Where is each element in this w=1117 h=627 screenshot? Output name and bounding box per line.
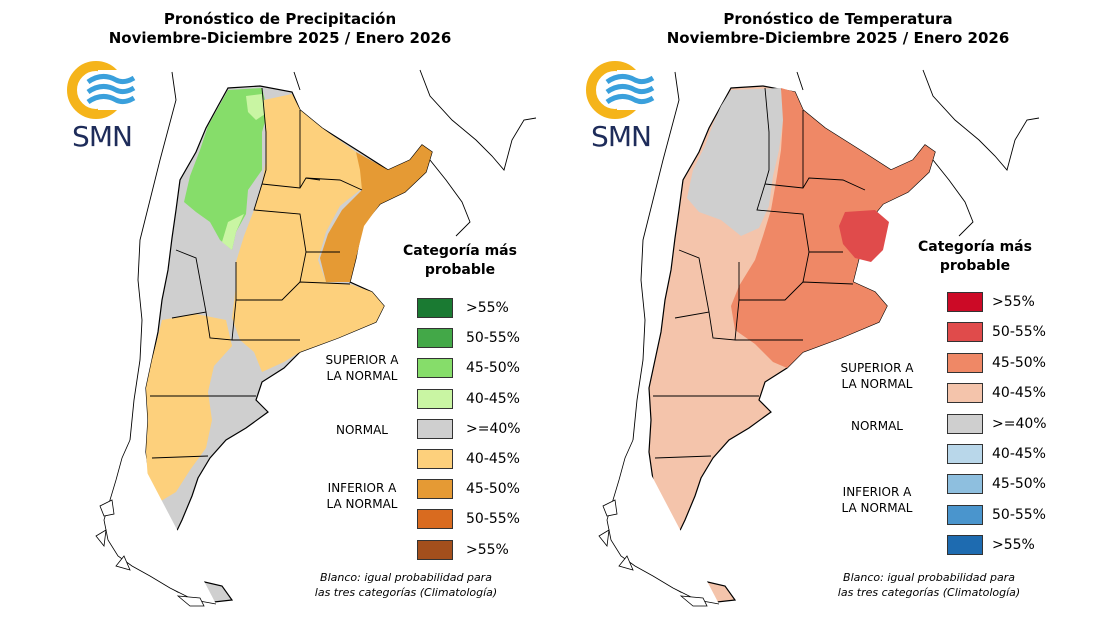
precip-legend-swatch: [417, 388, 453, 409]
precip-title: Pronóstico de Precipitación Noviembre-Di…: [0, 10, 560, 48]
temp-chile-islands: [598, 439, 720, 607]
precip-legend-label: >=40%: [466, 420, 521, 437]
precip-legend-title-line1: Categoría más: [403, 243, 517, 259]
precip-lightgreen-region: [222, 94, 268, 250]
temp-title-line2: Noviembre-Diciembre 2025 / Enero 2026: [666, 29, 1010, 47]
precip-legend-label: 40-45%: [466, 451, 520, 467]
temp-superior-label: SUPERIOR A LA NORMAL: [831, 360, 923, 392]
precip-title-line1: Pronóstico de Precipitación: [163, 10, 397, 28]
precip-legend-label: 45-50%: [466, 360, 520, 377]
precip-legend-swatch: [417, 418, 453, 439]
precipitation-panel: Pronóstico de Precipitación Noviembre-Di…: [0, 0, 558, 627]
temp-inferior-line1: INFERIOR A: [842, 485, 912, 499]
precip-legend-swatch: [417, 539, 453, 560]
temperature-panel: Pronóstico de Temperatura Noviembre-Dici…: [559, 0, 1117, 627]
precip-inferior-line1: INFERIOR A: [327, 481, 397, 495]
temp-legend-label: 50-55%: [992, 506, 1046, 523]
precip-legend-swatch: [417, 298, 453, 318]
smn-logo-mark-icon: [67, 61, 142, 119]
temp-legend-swatch: [947, 413, 983, 434]
temp-legend-swatch: [947, 383, 983, 404]
temp-legend-title-line2: probable: [939, 258, 1011, 274]
precip-legend-title: Categoría más probable: [390, 242, 530, 280]
precip-superior-label: SUPERIOR A LA NORMAL: [316, 352, 408, 384]
precip-normal-label: NORMAL: [335, 423, 388, 437]
precip-legend-swatch: [417, 328, 453, 349]
temp-legend-label: 40-45%: [992, 446, 1046, 462]
temp-red-region: [839, 210, 889, 262]
temp-grey-region: [687, 88, 783, 236]
temp-legend-label: 45-50%: [992, 354, 1046, 371]
precip-lightorange-south: [146, 314, 232, 504]
temp-normal-label: NORMAL: [850, 419, 903, 433]
smn-logo-mark-icon: [586, 61, 661, 119]
precip-green-region: [184, 88, 268, 250]
precip-superior-line2: LA NORMAL: [326, 369, 398, 383]
temp-legend-swatch: [947, 474, 983, 495]
smn-logo-text: SMN: [72, 120, 133, 153]
temp-title-line1: Pronóstico de Temperatura: [723, 10, 953, 28]
precip-legend-label: 50-55%: [466, 330, 520, 347]
smn-logo-text: SMN: [591, 120, 652, 153]
temp-inferior-label: INFERIOR A LA NORMAL: [831, 484, 923, 516]
temp-legend-swatch: [947, 535, 983, 556]
temp-title: Pronóstico de Temperatura Noviembre-Dici…: [559, 10, 1117, 48]
temp-legend-swatch: [947, 292, 983, 312]
temp-note-line1: Blanco: igual probabilidad para: [843, 571, 1015, 584]
temp-legend-swatch: [947, 504, 983, 525]
temp-province-borders: [653, 87, 866, 459]
precip-legend-swatch: [417, 479, 453, 500]
precip-lightorange-region: [232, 94, 384, 372]
precip-province-borders: [150, 87, 363, 459]
smn-logo: SMN: [581, 60, 661, 155]
temp-superior-line2: LA NORMAL: [841, 377, 913, 391]
temp-neighbour-outlines: [632, 69, 1040, 441]
precip-note-line1: Blanco: igual probabilidad para: [320, 571, 492, 584]
precip-legend-title-line2: probable: [424, 262, 496, 278]
temp-note-line2: las tres categorías (Climatología): [837, 586, 1021, 599]
temp-legend-label: 45-50%: [992, 476, 1046, 493]
precip-note: Blanco: igual probabilidad para las tres…: [296, 570, 516, 600]
smn-logo: SMN: [62, 60, 142, 155]
precip-legend-label: 50-55%: [466, 511, 520, 528]
temp-legend-title-line1: Categoría más: [918, 239, 1032, 255]
temp-legend-label: >55%: [992, 294, 1035, 310]
precip-legend-swatch: [417, 449, 453, 469]
temp-legend-title: Categoría más probable: [905, 238, 1045, 276]
temp-legend-swatch: [947, 352, 983, 373]
precip-legend-label: 40-45%: [466, 390, 520, 407]
precip-neighbour-outlines: [129, 69, 537, 441]
temp-legend-swatch: [947, 322, 983, 343]
precip-legend-swatch: [417, 509, 453, 530]
precip-note-line2: las tres categorías (Climatología): [314, 586, 498, 599]
temp-legend-swatch: [947, 444, 983, 464]
temp-legend-label: 50-55%: [992, 324, 1046, 341]
precip-legend-label: >55%: [466, 300, 509, 316]
precip-title-line2: Noviembre-Diciembre 2025 / Enero 2026: [108, 29, 452, 47]
temp-legend-label: >=40%: [992, 415, 1047, 432]
temp-legend-label: >55%: [992, 537, 1035, 554]
precip-inferior-line2: LA NORMAL: [326, 497, 398, 511]
temp-legend-label: 40-45%: [992, 385, 1046, 402]
temp-superior-line1: SUPERIOR A: [840, 361, 914, 375]
precip-legend-swatch: [417, 358, 453, 379]
temp-salmon-region: [731, 88, 935, 368]
precip-chile-islands: [95, 439, 217, 607]
temp-map: [598, 69, 1040, 607]
precip-inferior-label: INFERIOR A LA NORMAL: [316, 480, 408, 512]
precip-orange-region: [320, 145, 432, 282]
precip-superior-line1: SUPERIOR A: [325, 353, 399, 367]
temp-note: Blanco: igual probabilidad para las tres…: [819, 570, 1039, 600]
precip-legend-label: 45-50%: [466, 481, 520, 498]
precip-legend-label: >55%: [466, 541, 509, 558]
temp-inferior-line2: LA NORMAL: [841, 501, 913, 515]
precip-map: [95, 69, 537, 607]
